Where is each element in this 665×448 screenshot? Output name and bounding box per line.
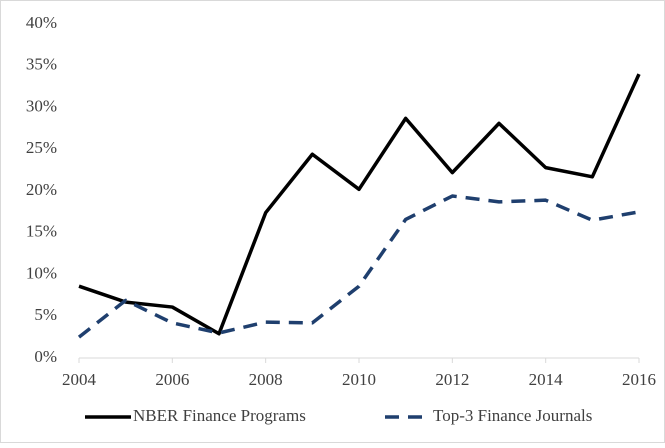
y-tick-label: 40% <box>26 13 57 32</box>
y-tick-label: 35% <box>26 55 57 74</box>
y-tick-label: 20% <box>26 180 57 199</box>
x-tick-label: 2016 <box>622 370 656 389</box>
x-tick-label: 2014 <box>529 370 564 389</box>
x-tick-label: 2012 <box>435 370 469 389</box>
y-tick-label: 30% <box>26 96 57 115</box>
legend-label: Top-3 Finance Journals <box>433 406 592 425</box>
y-tick-label: 10% <box>26 263 57 282</box>
series-line <box>77 194 640 339</box>
y-tick-label: 25% <box>26 138 57 157</box>
x-tick-label: 2006 <box>155 370 189 389</box>
x-tick-label: 2010 <box>342 370 376 389</box>
series-line <box>78 73 641 336</box>
y-tick-label: 0% <box>34 347 57 366</box>
y-tick-label: 5% <box>34 305 57 324</box>
y-tick-label: 15% <box>26 222 57 241</box>
x-tick-label: 2008 <box>249 370 283 389</box>
x-tick-label: 2004 <box>62 370 97 389</box>
legend-label: NBER Finance Programs <box>133 406 306 425</box>
